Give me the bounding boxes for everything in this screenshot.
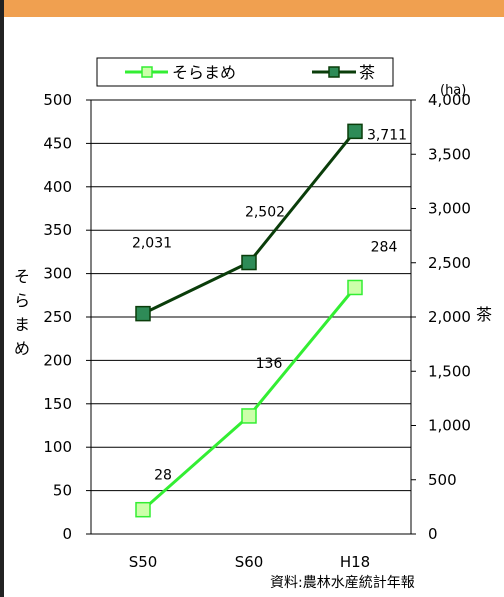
legend-label-soramame: そらまめ <box>172 63 236 82</box>
data-label: 2,502 <box>245 205 285 221</box>
series-marker-0 <box>347 279 363 296</box>
left-tick-label: 50 <box>53 482 72 500</box>
series-line-0 <box>142 286 357 511</box>
right-tick-label: 1,500 <box>428 362 471 380</box>
left-tick-label: 200 <box>43 351 72 369</box>
right-tick-label: 4,000 <box>428 91 471 109</box>
series-marker-1 <box>347 123 363 140</box>
right-axis-label: 茶 <box>476 305 492 324</box>
series-marker-1 <box>241 254 257 271</box>
right-tick-label: 500 <box>428 471 457 489</box>
left-tick-label: 350 <box>43 221 72 239</box>
left-tick-label: 400 <box>43 178 72 196</box>
series-layer <box>135 123 363 518</box>
left-axis-label-char: そ <box>14 267 30 286</box>
x-tick-label: S50 <box>129 553 158 571</box>
right-tick-label: 0 <box>428 525 438 543</box>
right-tick-label: 2,500 <box>428 254 471 272</box>
data-label: 284 <box>371 239 398 255</box>
data-label: 28 <box>154 468 172 484</box>
left-tick-label: 150 <box>43 395 72 413</box>
data-label: 136 <box>256 356 283 372</box>
legend: そらまめ 茶 <box>96 57 394 87</box>
left-tick-label: 300 <box>43 265 72 283</box>
left-tick-label: 250 <box>43 308 72 326</box>
left-tick-label: 500 <box>43 91 72 109</box>
x-tick-label: S60 <box>235 553 264 571</box>
left-tick-label: 450 <box>43 134 72 152</box>
series-line-1 <box>142 130 357 315</box>
data-label: 2,031 <box>132 236 172 252</box>
right-tick-label: 3,500 <box>428 145 471 163</box>
legend-marker-soramame <box>141 66 153 78</box>
frame-left-border <box>0 0 4 597</box>
left-axis-label-char: め <box>14 339 30 358</box>
left-axis-label-char: ま <box>14 315 30 334</box>
left-axis-label: そらまめ <box>14 267 30 358</box>
frame-top-bar <box>0 0 504 17</box>
left-tick-label: 0 <box>62 525 72 543</box>
right-tick-label: 2,000 <box>428 308 471 326</box>
right-tick-label: 3,000 <box>428 200 471 218</box>
data-labels: 28 136 284 2,031 2,502 3,711 <box>132 127 407 483</box>
right-axis-ticks: 0 500 1,000 1,500 2,000 2,500 3,000 3,500 4,000 <box>411 91 471 543</box>
series-marker-1 <box>135 305 151 322</box>
data-label: 3,711 <box>367 127 407 143</box>
x-tick-label: H18 <box>340 553 370 571</box>
right-tick-label: 1,000 <box>428 417 471 435</box>
series-marker-0 <box>241 408 257 424</box>
left-tick-label: 100 <box>43 438 72 456</box>
legend-label-cha: 茶 <box>359 63 375 82</box>
left-axis-label-char: ら <box>14 291 30 310</box>
legend-marker-cha <box>328 66 340 78</box>
source-note: 資料:農林水産統計年報 <box>270 575 415 591</box>
series-marker-0 <box>135 501 151 518</box>
x-axis-ticks: S50 S60 H18 <box>129 553 370 571</box>
right-axis-unit: (ha) <box>440 83 466 98</box>
left-axis-ticks: 0 50 100 150 200 250 300 350 400 450 500 <box>43 91 91 543</box>
